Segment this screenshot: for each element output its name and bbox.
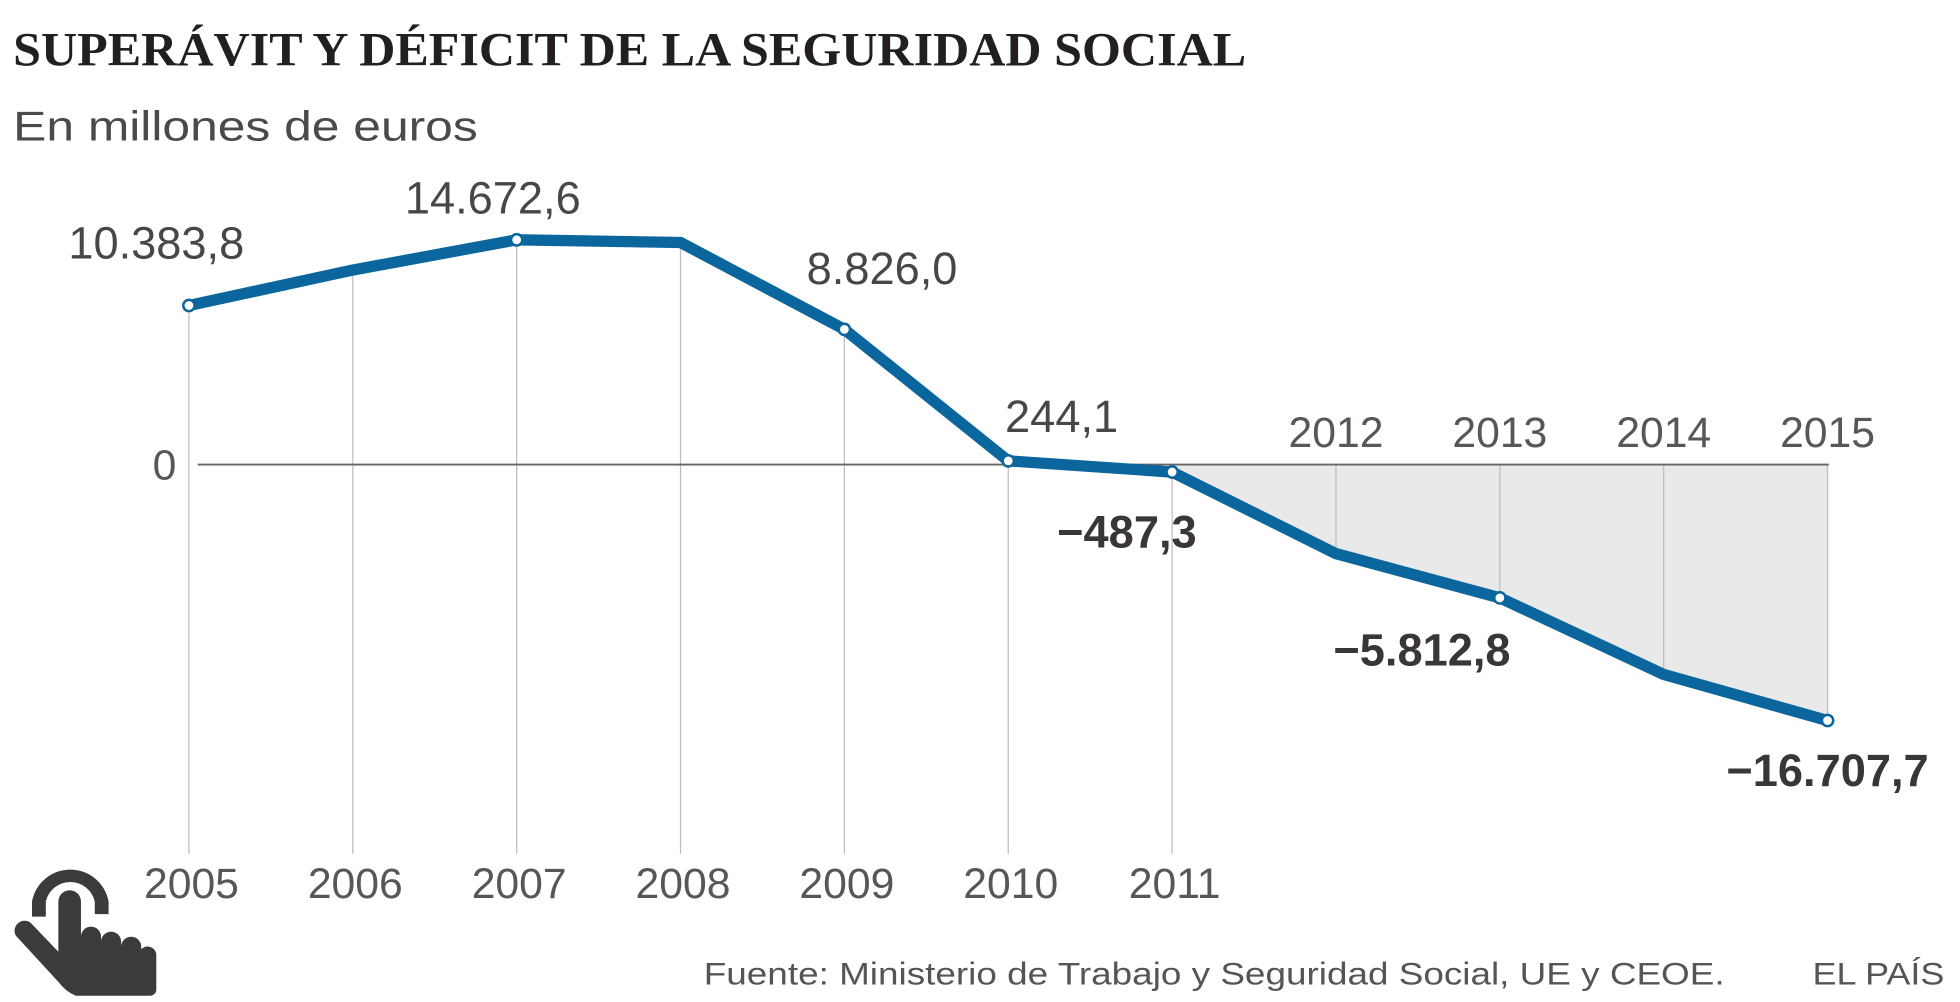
- x-tick-label-2008: 2008: [636, 860, 731, 908]
- x-tick-label-2012: 2012: [1288, 409, 1383, 457]
- data-label-2010: 244,1: [1005, 391, 1118, 442]
- x-axis-labels: 2005 2006 2007 2008 2009 2010 2011 2012 2013 2014…: [144, 409, 1875, 908]
- data-label-2012: −5.812,8: [1333, 624, 1510, 675]
- pointing-hand-icon: [14, 869, 157, 996]
- data-labels: 10.383,8 14.672,6 8.826,0 244,1 −487,3 −5.812…: [68, 172, 1928, 796]
- x-tick-label-2006: 2006: [308, 860, 403, 908]
- x-tick-label-2005: 2005: [144, 860, 239, 908]
- gridlines: [188, 239, 1829, 854]
- data-point-2007: [509, 232, 524, 247]
- data-point-2013: [1492, 590, 1507, 605]
- source-note: Fuente: Ministerio de Trabajo y Segurida…: [704, 956, 1725, 991]
- data-label-2015: −16.707,7: [1726, 745, 1928, 796]
- data-point-2010: [1001, 453, 1016, 468]
- x-tick-label-2009: 2009: [799, 860, 894, 908]
- data-label-2009: 8.826,0: [807, 243, 958, 294]
- data-point-2005: [182, 298, 196, 313]
- data-point-2015: [1820, 713, 1835, 728]
- brand-logo: EL PAÍS: [1812, 956, 1944, 991]
- x-tick-label-2007: 2007: [472, 860, 567, 908]
- data-label-2011: −487,3: [1057, 506, 1196, 557]
- series-line: [182, 232, 1835, 728]
- data-point-2011: [1165, 465, 1180, 479]
- chart-title: SUPERÁVIT Y DÉFICIT DE LA SEGURIDAD SOCI…: [13, 23, 1246, 76]
- data-label-2007: 14.672,6: [405, 172, 581, 223]
- x-tick-label-2015: 2015: [1780, 409, 1875, 457]
- x-tick-label-2014: 2014: [1616, 409, 1711, 457]
- x-tick-label-2011: 2011: [1129, 860, 1221, 908]
- x-tick-label-2013: 2013: [1452, 409, 1547, 457]
- data-label-2005: 10.383,8: [68, 218, 244, 269]
- x-tick-label-2010: 2010: [963, 860, 1058, 908]
- chart-subtitle: En millones de euros: [13, 103, 478, 150]
- y-tick-label-0: 0: [153, 442, 177, 490]
- data-point-2009: [837, 322, 852, 337]
